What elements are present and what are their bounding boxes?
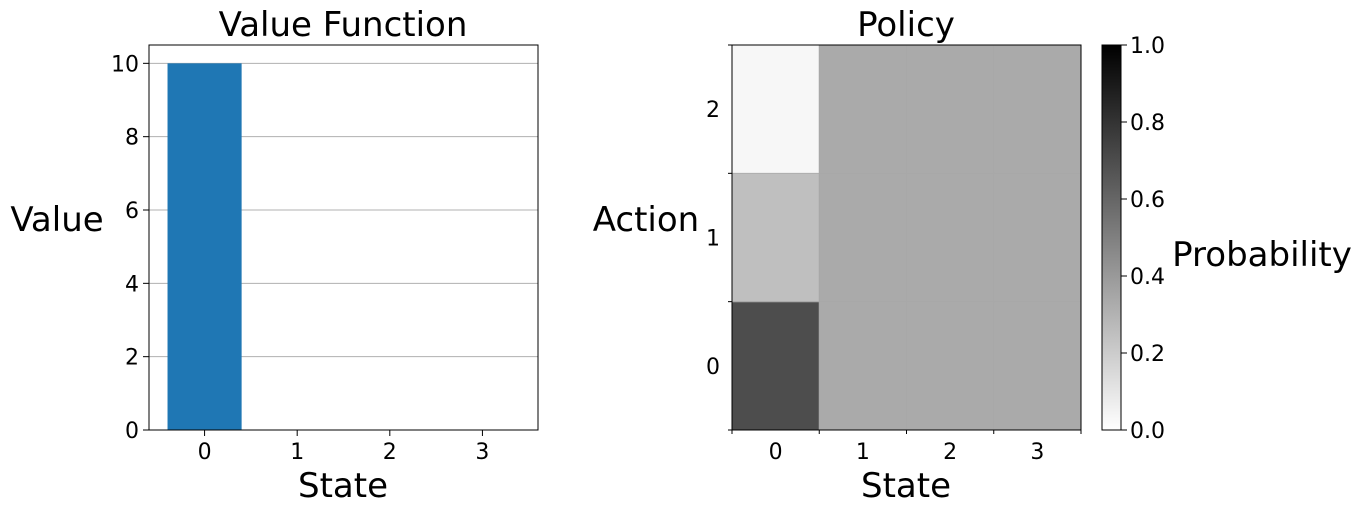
heatmap-y-ticks: 0 1 2 <box>706 44 732 431</box>
heatmap-cell-s0-a2 <box>732 45 820 174</box>
bar-x-tick-label: 1 <box>290 440 304 465</box>
heatmap-y-tick-label: 0 <box>706 355 720 380</box>
heatmap-cell-s3-a0 <box>993 301 1082 431</box>
heatmap-gridlines <box>732 45 1081 430</box>
heatmap-cell-s2-a1 <box>906 173 995 303</box>
heatmap-cell-s0-a1 <box>732 173 820 303</box>
bar-y-tick-label: 0 <box>125 419 139 444</box>
heatmap-cell-s1-a0 <box>819 301 907 431</box>
policy-chart: Policy 0 1 2 0 1 2 3 State Action <box>593 5 1082 506</box>
value-function-chart: Value Function 0 2 4 6 8 10 0 1 2 3 State Value <box>10 5 539 506</box>
bar-x-tick-label: 0 <box>198 440 212 465</box>
heatmap-cell-s2-a0 <box>906 301 995 431</box>
heatmap-title: Policy <box>857 5 955 45</box>
heatmap-x-tick-label: 0 <box>769 440 783 465</box>
heatmap-cell-s1-a1 <box>819 173 907 303</box>
heatmap-cell-s2-a2 <box>906 45 995 174</box>
heatmap-x-axis-label: State <box>861 466 951 506</box>
heatmap-x-tick-label: 1 <box>856 440 870 465</box>
colorbar-label: Probability <box>1172 235 1352 275</box>
colorbar-tick-label: 1.0 <box>1130 34 1165 59</box>
heatmap-cell-s3-a2 <box>993 45 1082 174</box>
colorbar-tick-label: 0.6 <box>1130 188 1165 213</box>
colorbar-ticks: 0.0 0.2 0.4 0.6 0.8 1.0 <box>1121 34 1165 444</box>
bar-0 <box>167 63 242 430</box>
heatmap-x-ticks: 0 1 2 3 <box>731 430 1082 465</box>
bar-y-tick-label: 2 <box>125 346 139 371</box>
bar-y-tick-label: 10 <box>111 52 139 77</box>
colorbar-tick-label: 0.8 <box>1130 111 1165 136</box>
bar-x-axis-label: State <box>298 466 388 506</box>
bar-y-axis-label: Value <box>10 200 103 240</box>
heatmap-x-tick-label: 3 <box>1030 440 1044 465</box>
bar-plot-frame <box>148 44 539 431</box>
bar-y-tick-label: 6 <box>125 199 139 224</box>
heatmap-cell-s0-a0 <box>732 301 820 431</box>
bar-marks <box>167 63 242 430</box>
heatmap-y-tick-label: 1 <box>706 227 720 252</box>
colorbar-gradient <box>1101 44 1122 431</box>
bar-y-tick-label: 8 <box>125 126 139 151</box>
bar-chart-title: Value Function <box>219 5 468 45</box>
bar-x-ticks: 0 1 2 3 <box>198 430 489 465</box>
heatmap-cell-s1-a2 <box>819 45 907 174</box>
colorbar-tick-label: 0.4 <box>1130 265 1165 290</box>
heatmap-y-tick-label: 2 <box>706 98 720 123</box>
bar-y-tick-label: 4 <box>125 272 139 297</box>
colorbar: 0.0 0.2 0.4 0.6 0.8 1.0 Probability <box>1101 34 1352 444</box>
bar-x-tick-label: 3 <box>475 440 489 465</box>
bar-y-ticks: 0 2 4 6 8 10 <box>111 52 149 444</box>
colorbar-tick-label: 0.2 <box>1130 342 1165 367</box>
colorbar-tick-label: 0.0 <box>1130 419 1165 444</box>
bar-x-tick-label: 2 <box>383 440 397 465</box>
heatmap-x-tick-label: 2 <box>943 440 957 465</box>
heatmap-y-axis-label: Action <box>593 200 699 240</box>
heatmap-cell-s3-a1 <box>993 173 1082 303</box>
heatmap-cells <box>732 45 1082 431</box>
